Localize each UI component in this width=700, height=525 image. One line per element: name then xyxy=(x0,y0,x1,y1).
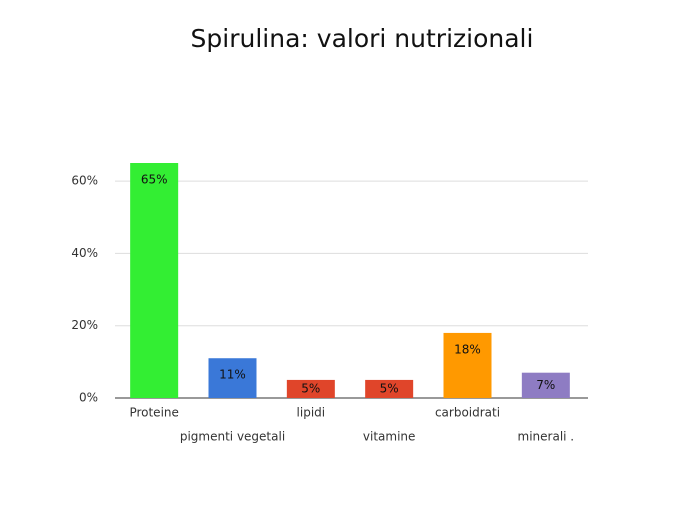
y-tick-label: 0% xyxy=(79,391,98,405)
y-tick-label: 60% xyxy=(71,174,98,188)
value-label: 65% xyxy=(141,173,168,187)
y-tick-label: 20% xyxy=(71,318,98,332)
bar xyxy=(443,332,492,398)
x-tick-label: lipidi xyxy=(297,406,326,420)
x-tick-label: minerali . xyxy=(518,430,575,444)
x-tick-label: carboidrati xyxy=(435,406,500,420)
x-tick-label: vitamine xyxy=(363,430,416,444)
bar xyxy=(521,372,570,398)
value-label: 5% xyxy=(301,381,320,395)
x-tick-label: pigmenti vegetali xyxy=(180,430,285,444)
value-label: 5% xyxy=(380,381,399,395)
value-label: 18% xyxy=(454,342,481,356)
bar xyxy=(286,379,335,398)
y-tick-label: 40% xyxy=(71,246,98,260)
value-label: 7% xyxy=(536,378,555,392)
chart-title: Spirulina: valori nutrizionali xyxy=(191,24,534,53)
value-label: 11% xyxy=(219,368,246,382)
bar xyxy=(130,163,179,398)
x-tick-label: Proteine xyxy=(129,406,178,420)
bar xyxy=(365,379,414,398)
bar xyxy=(208,358,257,398)
